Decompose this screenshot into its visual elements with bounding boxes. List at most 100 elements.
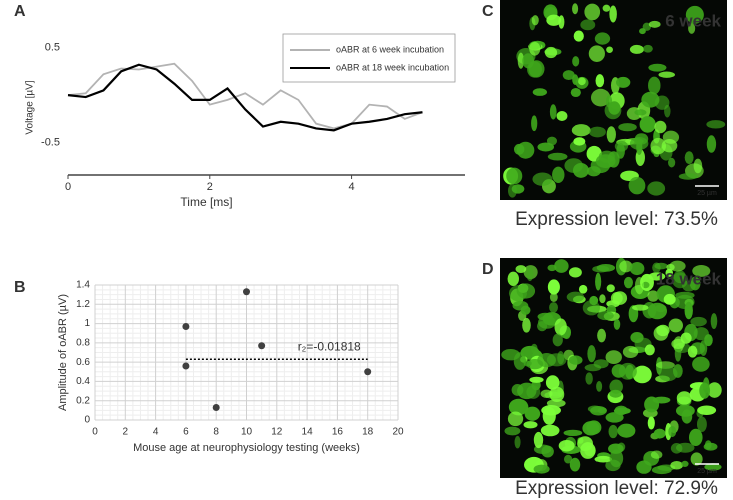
cell bbox=[589, 295, 599, 306]
cell bbox=[629, 44, 645, 54]
cell bbox=[571, 124, 591, 137]
cells bbox=[501, 257, 722, 475]
cell bbox=[580, 442, 596, 459]
x-tick-label: 6 bbox=[183, 427, 189, 438]
cell bbox=[663, 293, 676, 305]
cell bbox=[699, 340, 708, 356]
image-tag: 18 week bbox=[656, 269, 722, 288]
cell bbox=[596, 381, 603, 392]
cell bbox=[606, 284, 615, 293]
panel-letter: D bbox=[482, 261, 494, 278]
y-tick-label: 0.8 bbox=[76, 337, 90, 348]
cell bbox=[568, 355, 583, 365]
cell bbox=[685, 5, 704, 24]
cell bbox=[623, 276, 633, 289]
legend-label: oABR at 18 week incubation bbox=[336, 62, 449, 72]
cell bbox=[687, 345, 698, 358]
cell bbox=[595, 154, 616, 169]
point bbox=[243, 288, 250, 296]
cell bbox=[552, 166, 565, 183]
y-tick-label: -0.5 bbox=[41, 137, 60, 149]
cell bbox=[605, 350, 622, 365]
cell bbox=[588, 45, 605, 62]
cell bbox=[668, 426, 677, 438]
cell bbox=[634, 109, 647, 116]
x-axis-label: Time [ms] bbox=[180, 195, 232, 209]
cell bbox=[647, 181, 666, 196]
cell bbox=[605, 95, 613, 108]
cell bbox=[594, 32, 611, 45]
cell bbox=[648, 20, 661, 28]
cell bbox=[547, 279, 560, 295]
cell bbox=[654, 120, 667, 134]
cell bbox=[644, 396, 660, 413]
cell bbox=[540, 389, 553, 398]
cell bbox=[602, 4, 611, 12]
cell bbox=[590, 405, 607, 416]
y-tick-label: 0.2 bbox=[76, 395, 90, 406]
cell bbox=[647, 416, 655, 430]
cell bbox=[688, 428, 703, 447]
cell bbox=[529, 376, 544, 383]
annotation: r₂=-0.01818 bbox=[298, 339, 361, 353]
cell bbox=[678, 173, 698, 180]
cell bbox=[606, 126, 616, 143]
cell bbox=[513, 352, 526, 370]
caption: Expression level: 73.5% bbox=[515, 209, 718, 230]
cell bbox=[541, 405, 561, 416]
cell bbox=[650, 137, 666, 155]
legend-label: oABR at 6 week incubation bbox=[336, 44, 444, 54]
cell bbox=[566, 291, 585, 303]
x-tick-label: 4 bbox=[153, 427, 159, 438]
cell bbox=[636, 139, 643, 155]
cell bbox=[675, 294, 695, 310]
x-tick-label: 2 bbox=[123, 427, 129, 438]
cell bbox=[532, 172, 553, 186]
cell bbox=[526, 358, 544, 370]
cell bbox=[681, 460, 689, 468]
cell bbox=[569, 457, 581, 472]
cell bbox=[706, 120, 726, 129]
cell bbox=[599, 294, 606, 304]
cell bbox=[549, 292, 558, 302]
y-tick-label: 1 bbox=[84, 318, 90, 329]
cell bbox=[618, 362, 637, 380]
cell bbox=[613, 318, 621, 330]
y-axis-label: Amplitude of oABR (µV) bbox=[57, 294, 69, 411]
cell bbox=[614, 405, 628, 416]
cell bbox=[664, 104, 671, 118]
cell bbox=[593, 359, 609, 369]
cell bbox=[704, 463, 722, 471]
cell bbox=[547, 152, 568, 161]
cell bbox=[647, 290, 659, 302]
cell bbox=[589, 126, 606, 138]
cell bbox=[578, 77, 586, 86]
cell bbox=[629, 262, 645, 276]
point bbox=[258, 342, 266, 350]
cell bbox=[618, 123, 637, 132]
cell bbox=[648, 272, 666, 281]
cell bbox=[540, 424, 560, 437]
cell bbox=[670, 443, 683, 454]
cell bbox=[628, 176, 646, 195]
x-tick-label: 16 bbox=[332, 427, 344, 438]
cell bbox=[702, 377, 710, 394]
cell bbox=[665, 268, 674, 277]
cell bbox=[643, 44, 653, 53]
cell bbox=[572, 74, 579, 86]
cell bbox=[710, 313, 718, 330]
cell bbox=[609, 449, 624, 468]
x-tick-label: 12 bbox=[271, 427, 283, 438]
cell bbox=[610, 292, 623, 305]
cell bbox=[668, 318, 683, 333]
cell bbox=[585, 372, 593, 385]
y-tick-label: 0.4 bbox=[76, 376, 90, 387]
cell bbox=[644, 344, 655, 356]
cell bbox=[674, 345, 682, 362]
cell bbox=[597, 310, 614, 321]
y-tick-label: 1.2 bbox=[76, 299, 90, 310]
cell bbox=[546, 14, 562, 26]
cell bbox=[697, 405, 717, 415]
y-tick-label: 0.6 bbox=[76, 357, 90, 368]
